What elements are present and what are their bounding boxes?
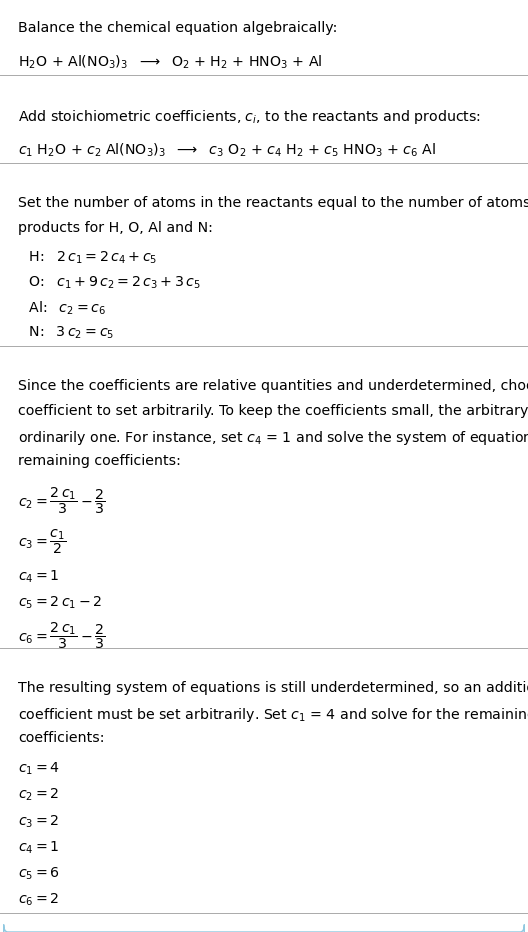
Text: H: $\;\;2\,c_1 = 2\,c_4 + c_5$: H: $\;\;2\,c_1 = 2\,c_4 + c_5$ (24, 250, 157, 267)
Text: Al: $\;\;c_2 = c_6$: Al: $\;\;c_2 = c_6$ (24, 300, 106, 317)
Text: $c_3 = 2$: $c_3 = 2$ (18, 813, 60, 829)
Text: Set the number of atoms in the reactants equal to the number of atoms in the: Set the number of atoms in the reactants… (18, 197, 528, 211)
Text: N: $\;\;3\,c_2 = c_5$: N: $\;\;3\,c_2 = c_5$ (24, 324, 114, 341)
Text: $c_2 = 2$: $c_2 = 2$ (18, 787, 60, 803)
Text: $c_5 = 2\,c_1 - 2$: $c_5 = 2\,c_1 - 2$ (18, 595, 103, 610)
Text: $c_6 = 2$: $c_6 = 2$ (18, 892, 60, 908)
FancyBboxPatch shape (4, 925, 524, 932)
Text: $c_1$ $\mathregular{H_2O}$ + $c_2$ $\mathregular{Al(NO_3)_3}$  $\longrightarrow$: $c_1$ $\mathregular{H_2O}$ + $c_2$ $\mat… (18, 142, 437, 159)
Text: $c_3 = \dfrac{c_1}{2}$: $c_3 = \dfrac{c_1}{2}$ (18, 527, 67, 555)
Text: products for H, O, Al and N:: products for H, O, Al and N: (18, 221, 213, 235)
Text: $c_4 = 1$: $c_4 = 1$ (18, 569, 60, 584)
Text: $c_2 = \dfrac{2\,c_1}{3} - \dfrac{2}{3}$: $c_2 = \dfrac{2\,c_1}{3} - \dfrac{2}{3}$ (18, 486, 106, 516)
Text: O: $\;\;c_1 + 9\,c_2 = 2\,c_3 + 3\,c_5$: O: $\;\;c_1 + 9\,c_2 = 2\,c_3 + 3\,c_5$ (24, 275, 201, 291)
Text: Since the coefficients are relative quantities and underdetermined, choose a: Since the coefficients are relative quan… (18, 379, 528, 393)
Text: coefficients:: coefficients: (18, 731, 105, 745)
Text: Balance the chemical equation algebraically:: Balance the chemical equation algebraica… (18, 21, 338, 34)
Text: coefficient to set arbitrarily. To keep the coefficients small, the arbitrary va: coefficient to set arbitrarily. To keep … (18, 404, 528, 418)
Text: coefficient must be set arbitrarily. Set $c_1$ = 4 and solve for the remaining: coefficient must be set arbitrarily. Set… (18, 706, 528, 724)
Text: $c_5 = 6$: $c_5 = 6$ (18, 866, 60, 882)
Text: $\mathregular{H_2O}$ + $\mathregular{Al(NO_3)_3}$  $\longrightarrow$  $\mathregu: $\mathregular{H_2O}$ + $\mathregular{Al(… (18, 54, 323, 71)
Text: $c_1 = 4$: $c_1 = 4$ (18, 761, 61, 777)
Text: remaining coefficients:: remaining coefficients: (18, 454, 181, 468)
Text: Add stoichiometric coefficients, $c_i$, to the reactants and products:: Add stoichiometric coefficients, $c_i$, … (18, 108, 482, 127)
Text: The resulting system of equations is still underdetermined, so an additional: The resulting system of equations is sti… (18, 681, 528, 695)
Text: ordinarily one. For instance, set $c_4$ = 1 and solve the system of equations fo: ordinarily one. For instance, set $c_4$ … (18, 430, 528, 447)
Text: $c_4 = 1$: $c_4 = 1$ (18, 839, 60, 856)
Text: $c_6 = \dfrac{2\,c_1}{3} - \dfrac{2}{3}$: $c_6 = \dfrac{2\,c_1}{3} - \dfrac{2}{3}$ (18, 621, 106, 651)
